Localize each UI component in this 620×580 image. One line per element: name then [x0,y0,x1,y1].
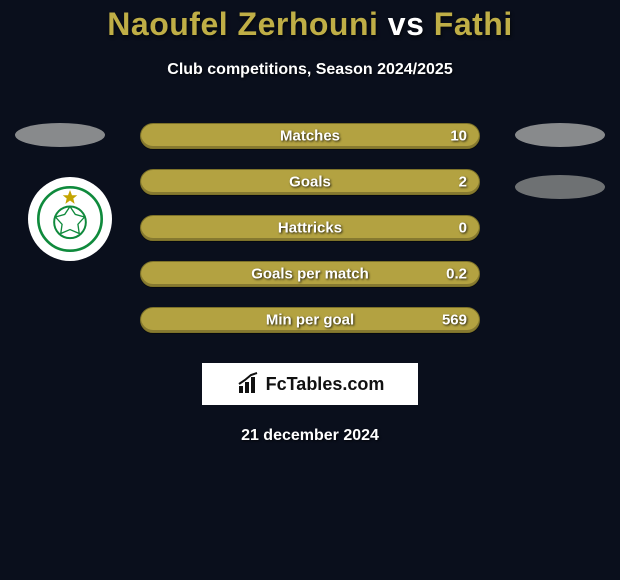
brand-box: FcTables.com [202,363,418,405]
bar-chart-icon [236,372,260,396]
stat-bar: Matches 10 [140,123,480,149]
stat-value: 10 [450,128,467,145]
player1-name: Naoufel Zerhouni [107,6,378,42]
date: 21 december 2024 [0,427,620,445]
right-placeholder-ellipse-2 [515,175,605,199]
stat-label: Min per goal [141,312,479,329]
left-placeholder-ellipse [15,123,105,147]
club-badge [28,177,112,261]
brand-text: FcTables.com [266,374,385,395]
stat-value: 569 [442,312,467,329]
stat-bar: Min per goal 569 [140,307,480,333]
stat-value: 0.2 [446,266,467,283]
stat-bar: Hattricks 0 [140,215,480,241]
stat-label: Goals per match [141,266,479,283]
stat-label: Matches [141,128,479,145]
stat-label: Hattricks [141,220,479,237]
stat-label: Goals [141,174,479,191]
stat-value: 2 [459,174,467,191]
player2-name: Fathi [434,6,513,42]
stat-value: 0 [459,220,467,237]
stat-bar: Goals 2 [140,169,480,195]
right-placeholder-ellipse [515,123,605,147]
comparison-title: Naoufel Zerhouni vs Fathi [0,0,620,43]
vs-word: vs [388,6,425,42]
stat-bar: Goals per match 0.2 [140,261,480,287]
stat-bars: Matches 10 Goals 2 Hattricks 0 Goals per… [140,123,480,333]
subtitle: Club competitions, Season 2024/2025 [0,61,620,79]
club-badge-icon [37,186,103,252]
stats-stage: Matches 10 Goals 2 Hattricks 0 Goals per… [0,123,620,445]
